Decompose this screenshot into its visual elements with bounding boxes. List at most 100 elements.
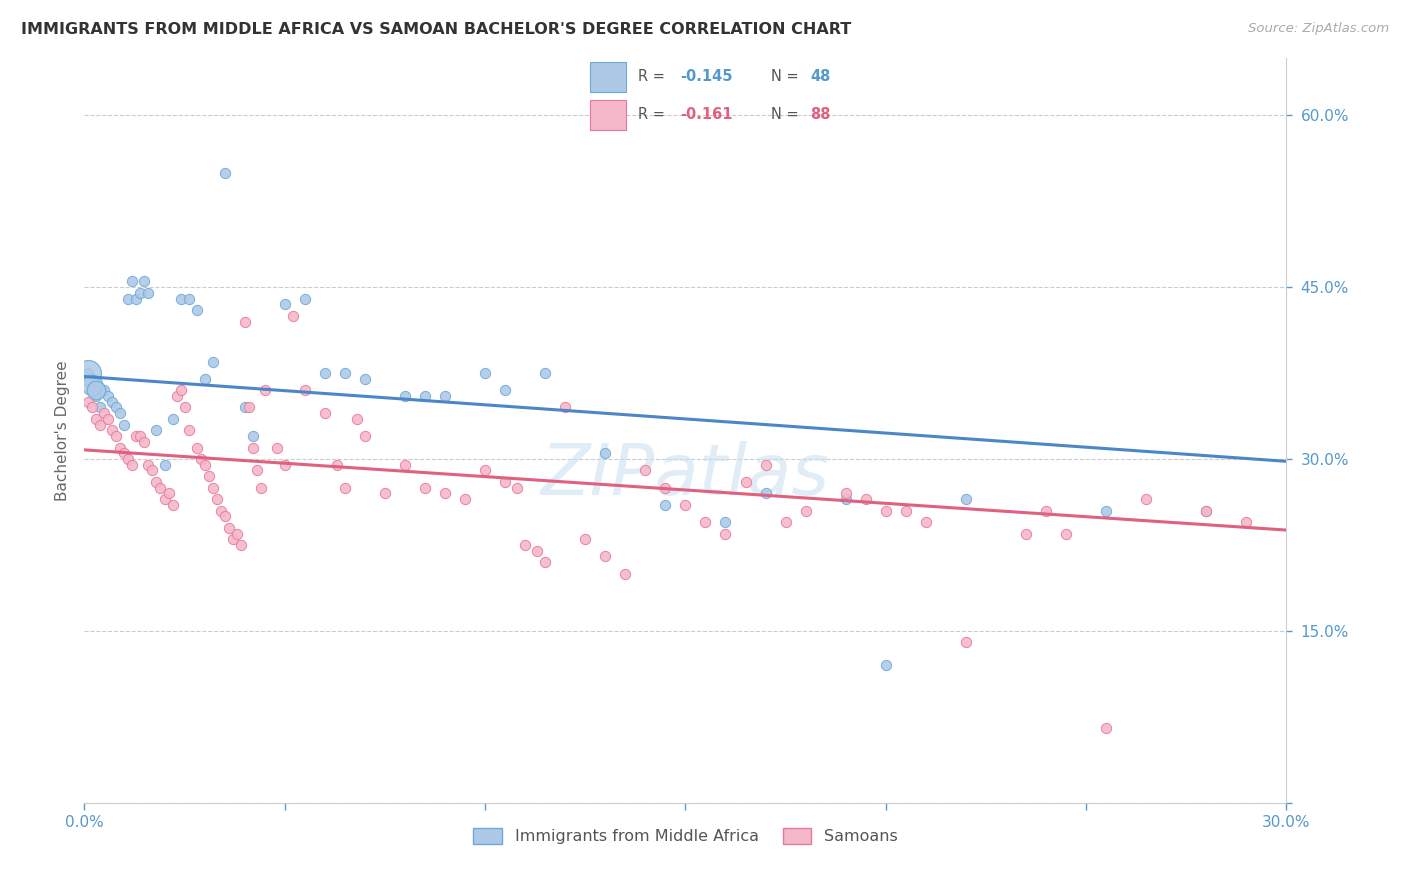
- Point: [89, 417, 111, 432]
- Point: [875, 503, 897, 517]
- Point: [153, 458, 176, 472]
- Point: [169, 384, 191, 398]
- Point: [101, 423, 124, 437]
- Point: [177, 423, 200, 437]
- Point: [138, 458, 160, 472]
- Point: [209, 503, 232, 517]
- Point: [394, 389, 416, 403]
- Point: [274, 458, 297, 472]
- Point: [214, 509, 236, 524]
- Point: [1035, 503, 1057, 517]
- Point: [614, 566, 637, 581]
- Point: [77, 366, 100, 380]
- Point: [1054, 526, 1077, 541]
- Point: [134, 274, 156, 288]
- Point: [93, 406, 115, 420]
- Point: [494, 384, 516, 398]
- Point: [110, 441, 132, 455]
- Point: [153, 492, 176, 507]
- Point: [214, 165, 236, 179]
- Point: [675, 498, 697, 512]
- Point: [515, 538, 537, 552]
- Point: [242, 441, 264, 455]
- Point: [121, 274, 143, 288]
- Point: [121, 458, 143, 472]
- Point: [166, 389, 188, 403]
- Point: [93, 384, 115, 398]
- Point: [225, 526, 247, 541]
- Text: N =: N =: [770, 107, 803, 122]
- Point: [134, 434, 156, 449]
- Point: [101, 394, 124, 409]
- Point: [894, 503, 917, 517]
- Point: [554, 401, 576, 415]
- Point: [82, 377, 104, 392]
- Point: [105, 401, 128, 415]
- Point: [413, 481, 436, 495]
- Point: [354, 372, 377, 386]
- Point: [249, 481, 271, 495]
- Point: [169, 292, 191, 306]
- Point: [221, 533, 243, 547]
- Point: [110, 406, 132, 420]
- Point: [177, 292, 200, 306]
- Point: [218, 521, 240, 535]
- Point: [755, 486, 778, 500]
- Text: 48: 48: [810, 69, 831, 84]
- Point: [162, 412, 184, 426]
- Point: [190, 452, 212, 467]
- Point: [253, 384, 276, 398]
- Point: [506, 481, 529, 495]
- Text: N =: N =: [770, 69, 803, 84]
- Point: [595, 446, 617, 460]
- Point: [794, 503, 817, 517]
- Point: [775, 515, 797, 529]
- Point: [186, 441, 208, 455]
- Point: [1195, 503, 1218, 517]
- Point: [86, 389, 108, 403]
- Point: [162, 498, 184, 512]
- Point: [141, 463, 163, 477]
- Point: [955, 492, 977, 507]
- Point: [125, 429, 148, 443]
- Point: [129, 429, 152, 443]
- Point: [354, 429, 377, 443]
- Point: [1015, 526, 1038, 541]
- Text: ZIPatlas: ZIPatlas: [541, 441, 830, 509]
- Point: [835, 486, 858, 500]
- Point: [89, 401, 111, 415]
- Legend: Immigrants from Middle Africa, Samoans: Immigrants from Middle Africa, Samoans: [467, 822, 904, 851]
- Point: [97, 389, 120, 403]
- Point: [145, 423, 167, 437]
- Point: [634, 463, 657, 477]
- Point: [117, 292, 139, 306]
- Point: [314, 406, 336, 420]
- Point: [434, 486, 457, 500]
- Point: [714, 526, 737, 541]
- FancyBboxPatch shape: [589, 62, 626, 92]
- Point: [654, 481, 676, 495]
- Point: [114, 446, 135, 460]
- Point: [755, 458, 778, 472]
- Point: [915, 515, 938, 529]
- Point: [1095, 503, 1118, 517]
- Point: [955, 635, 977, 649]
- Point: [77, 366, 100, 380]
- Text: -0.145: -0.145: [681, 69, 733, 84]
- Point: [574, 533, 596, 547]
- Point: [474, 463, 496, 477]
- Point: [194, 458, 217, 472]
- Point: [875, 658, 897, 673]
- Point: [494, 475, 516, 489]
- Point: [333, 366, 356, 380]
- Point: [374, 486, 396, 500]
- Point: [333, 481, 356, 495]
- Point: [186, 303, 208, 318]
- Point: [595, 549, 617, 564]
- Point: [129, 285, 152, 300]
- Point: [197, 469, 219, 483]
- Point: [534, 366, 557, 380]
- Point: [229, 538, 252, 552]
- Point: [86, 384, 108, 398]
- Point: [434, 389, 457, 403]
